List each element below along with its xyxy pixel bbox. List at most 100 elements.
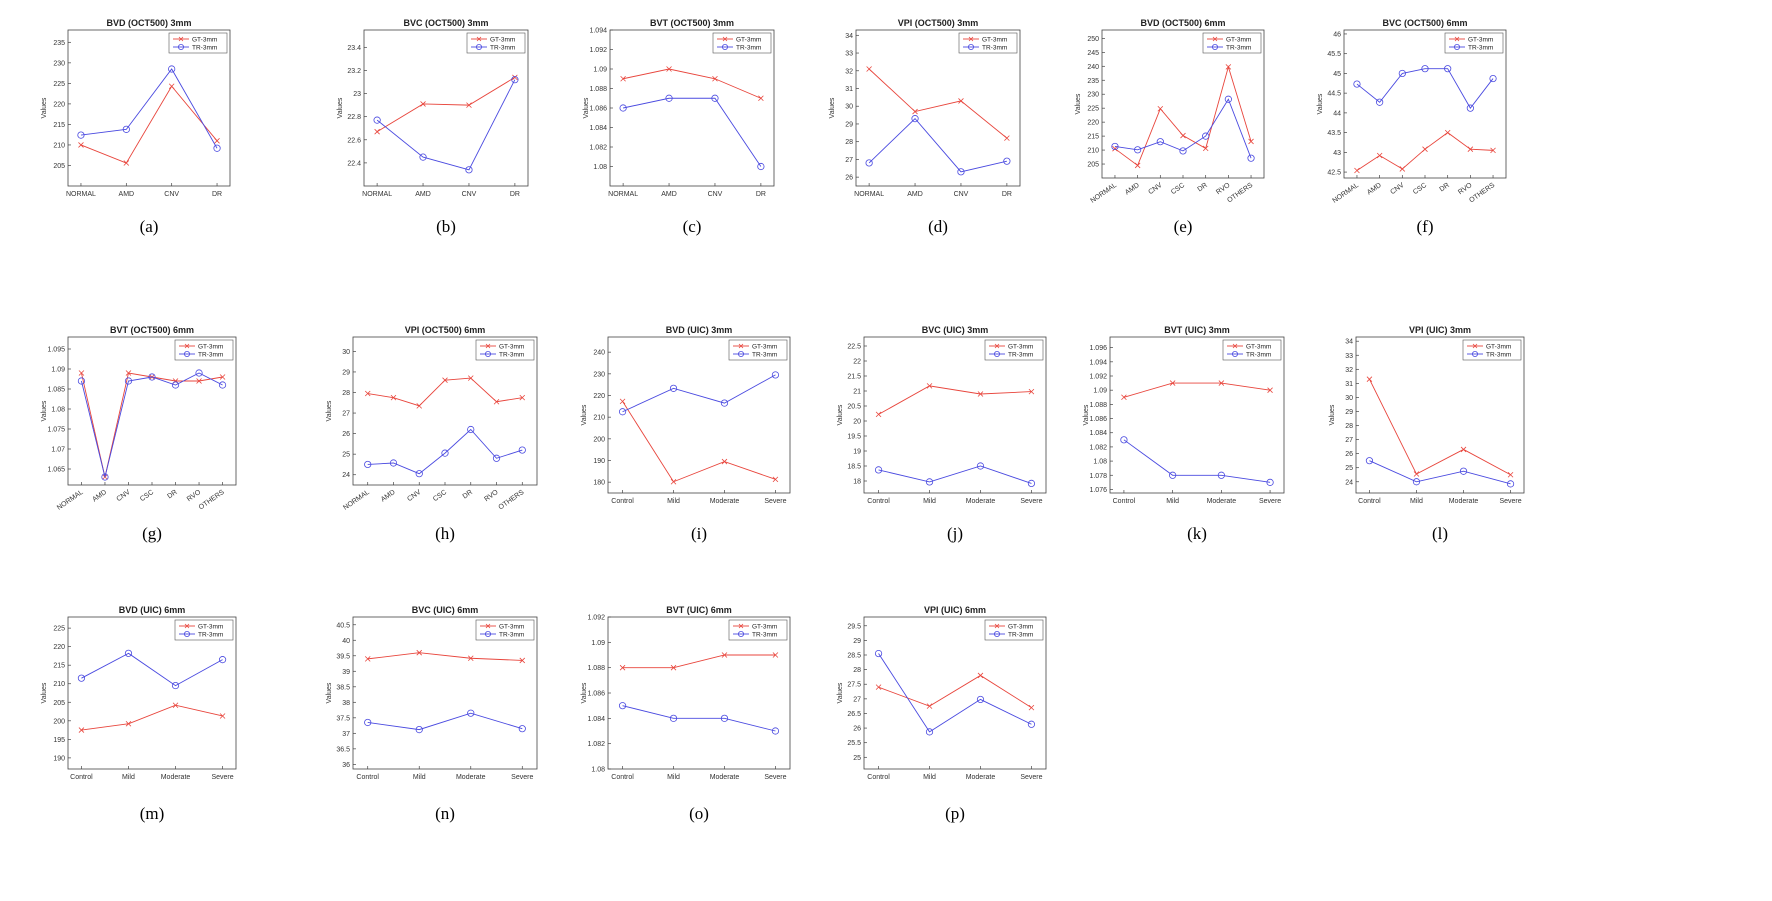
x-tick-label: Control [611, 498, 634, 505]
legend-label: GT-3mm [192, 37, 217, 44]
y-tick-label: 1.09 [593, 67, 607, 74]
x-tick-label: Severe [1020, 774, 1042, 781]
legend-marker [1232, 350, 1239, 357]
x-tick-label: Control [867, 498, 890, 505]
y-tick-label: 43 [1333, 150, 1341, 157]
data-point-gt [875, 684, 882, 690]
y-tick-label: 1.09 [51, 367, 65, 374]
data-point-gt [78, 142, 84, 148]
y-tick-label: 26 [1345, 451, 1353, 458]
series-line-tr [80, 68, 218, 149]
legend-marker [1472, 350, 1479, 357]
series-line-gt [622, 654, 776, 669]
y-tick-label: 1.082 [587, 741, 605, 748]
plot-area [855, 29, 1021, 187]
y-tick-label: 23.2 [347, 68, 361, 75]
y-tick-label: 28 [1345, 423, 1353, 430]
y-tick-label: 220 [53, 644, 65, 651]
data-point-gt [416, 403, 423, 409]
chart-title: BVC (UIC) 3mm [922, 325, 989, 335]
y-tick-label: 44 [1333, 110, 1341, 117]
legend-label: TR-3mm [499, 352, 524, 359]
y-tick-label: 1.084 [1089, 430, 1107, 437]
data-point-tr [1134, 146, 1142, 154]
x-tick-label: Mild [1410, 498, 1423, 505]
x-tick-label: DR [1439, 182, 1451, 194]
x-tick-label: Severe [1259, 498, 1281, 505]
data-point-tr [1365, 457, 1374, 465]
y-tick-label: 18.5 [847, 464, 861, 471]
series-line-tr [623, 97, 762, 167]
legend-label: GT-3mm [1486, 344, 1511, 351]
panel-caption: (l) [1431, 524, 1449, 543]
data-point-tr [720, 399, 729, 407]
legend-marker [994, 343, 1000, 349]
data-point-gt [1444, 129, 1451, 136]
data-point-tr [1156, 138, 1164, 146]
data-point-tr [711, 94, 719, 102]
data-point-tr [101, 473, 109, 481]
data-point-tr [757, 162, 765, 171]
data-point-tr [911, 115, 919, 123]
legend-label: TR-3mm [490, 45, 515, 52]
series-line-gt [623, 68, 762, 99]
y-tick-label: 225 [53, 626, 65, 633]
y-tick-label: 29 [853, 638, 861, 645]
x-tick-label: NORMAL [854, 191, 884, 198]
x-tick-label: DR [756, 191, 766, 198]
y-axis-label: Values [837, 404, 844, 425]
panel-caption: (m) [139, 804, 165, 823]
legend-label: GT-3mm [198, 624, 223, 631]
data-point-gt [977, 672, 984, 679]
y-axis-label: Values [837, 682, 844, 703]
legend-label: GT-3mm [499, 624, 524, 631]
legend-marker [484, 350, 491, 357]
series-line-tr [878, 465, 1032, 484]
x-tick-label: Mild [667, 498, 680, 505]
y-tick-label: 250 [1087, 36, 1099, 43]
data-point-gt [442, 377, 448, 383]
series-line-gt [1369, 378, 1511, 476]
data-point-gt [1467, 146, 1474, 152]
data-point-gt [772, 476, 779, 483]
series-line-tr [1123, 439, 1271, 483]
plot-area [352, 616, 538, 770]
y-axis-label: Values [41, 682, 48, 703]
panel-caption: (n) [435, 804, 455, 823]
data-point-gt [926, 383, 933, 389]
data-point-gt [467, 655, 474, 662]
data-point-gt [1157, 105, 1164, 112]
y-tick-label: 1.095 [47, 347, 65, 354]
data-point-tr [1489, 74, 1497, 83]
panel-caption: (c) [682, 217, 702, 236]
data-point-tr [925, 728, 934, 736]
y-tick-label: 220 [53, 101, 65, 108]
y-tick-label: 29 [342, 369, 350, 376]
data-point-gt [958, 98, 964, 104]
panel-caption: (j) [946, 524, 964, 543]
legend-label: GT-3mm [736, 37, 761, 44]
y-tick-label: 28 [853, 667, 861, 674]
plot-area [67, 616, 237, 770]
series-line-gt [1123, 382, 1271, 398]
y-tick-label: 215 [53, 122, 65, 129]
x-tick-label: NORMAL [66, 191, 96, 198]
x-tick-label: Moderate [966, 774, 996, 781]
data-point-tr [77, 674, 86, 682]
data-point-gt [172, 378, 179, 384]
legend-marker [476, 36, 482, 42]
x-tick-label: Severe [764, 774, 786, 781]
legend-label: TR-3mm [198, 352, 223, 359]
data-point-gt [172, 702, 179, 709]
legend-marker [994, 631, 1001, 638]
data-point-gt [1507, 471, 1514, 478]
data-point-tr [1111, 142, 1119, 151]
y-axis-label: Values [337, 97, 344, 118]
chart-title: BVC (UIC) 6mm [412, 605, 479, 615]
data-point-tr [976, 695, 985, 704]
data-point-tr [619, 104, 627, 112]
